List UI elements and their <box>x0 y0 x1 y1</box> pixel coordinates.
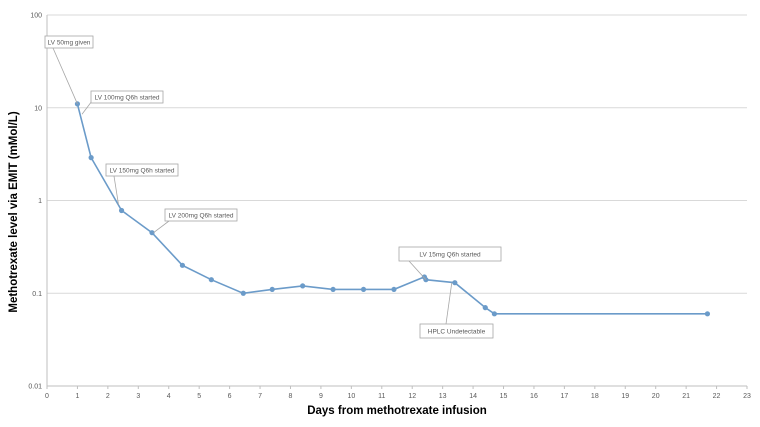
grid-layer <box>47 14 747 294</box>
annotation-leader <box>153 220 170 233</box>
annotation-box <box>105 163 179 177</box>
x-tick-label: 5 <box>197 393 201 400</box>
data-point <box>704 311 711 317</box>
x-tick-label: 17 <box>560 393 568 400</box>
annotation-label: LV 100mg Q6h started <box>95 94 160 101</box>
data-point <box>208 277 214 283</box>
data-point <box>491 311 497 317</box>
data-point <box>300 283 306 289</box>
x-tick-label: 13 <box>439 393 447 400</box>
x-tick-label: 2 <box>106 393 110 400</box>
x-tick-label: 14 <box>469 393 477 400</box>
annotation-box <box>164 208 238 222</box>
x-tick-label: 18 <box>591 393 599 400</box>
annotation-label: LV 150mg Q6h started <box>110 167 175 174</box>
x-tick-label: 19 <box>621 393 629 400</box>
annotation-box <box>398 246 502 262</box>
x-tick-label: 11 <box>378 393 385 400</box>
annotation-box <box>90 90 164 104</box>
annotation-label: HPLC Undetectable <box>428 328 486 335</box>
data-point <box>391 286 397 293</box>
annotation-label: LV 50mg given <box>48 39 91 46</box>
annotation-layer: LV 50mg given LV 100mg Q6h started LV 150m… <box>44 35 502 339</box>
annotation-box <box>44 35 94 49</box>
x-tick-label: 1 <box>75 393 79 400</box>
y-tick-label: 0.1 <box>32 291 42 298</box>
data-point <box>269 286 275 293</box>
annotation-box <box>419 323 494 339</box>
y-tick-label: 1 <box>38 198 42 205</box>
x-tick-label: 21 <box>682 393 690 400</box>
y-tick-label: 100 <box>30 13 42 20</box>
annotation-leader <box>445 282 453 325</box>
data-point <box>118 207 125 214</box>
series-line <box>76 103 708 315</box>
data-point <box>179 262 186 268</box>
x-tick-label: 20 <box>652 393 660 400</box>
annotation-label: LV 200mg Q6h started <box>169 212 234 219</box>
x-tick-label: 8 <box>289 393 293 400</box>
x-tick-label: 15 <box>500 393 508 400</box>
data-point <box>88 155 94 161</box>
x-tick-label: 12 <box>408 393 416 400</box>
y-axis-title: Methotrexate level via EMIT (mMol/L) <box>8 111 20 312</box>
data-point <box>330 286 336 293</box>
x-axis-title: Days from methotrexate infusion <box>307 405 487 417</box>
data-point <box>360 286 367 293</box>
y-tick-label: 10 <box>34 105 42 112</box>
y-tick-label: 0.01 <box>28 384 42 391</box>
series-layer <box>74 101 711 317</box>
x-tick-label: 10 <box>347 393 355 400</box>
x-tick-label: 7 <box>258 393 262 400</box>
annotation-leader <box>52 47 78 105</box>
data-point <box>482 305 488 311</box>
x-tick-label: 6 <box>228 393 232 400</box>
x-tick-label: 22 <box>713 393 721 400</box>
annotation-label: LV 15mg Q6h started <box>419 251 481 258</box>
x-tick-label: 0 <box>45 393 49 400</box>
x-tick-label: 23 <box>743 393 751 400</box>
x-tick-label: 4 <box>167 393 171 400</box>
x-tick-label: 16 <box>530 393 538 400</box>
data-point <box>240 290 246 296</box>
annotation-leader <box>113 175 119 205</box>
x-tick-label: 9 <box>319 393 323 400</box>
x-tick-label: 3 <box>136 393 140 400</box>
data-point <box>149 230 155 236</box>
data-point <box>452 280 458 286</box>
annotation-leader <box>408 260 427 280</box>
